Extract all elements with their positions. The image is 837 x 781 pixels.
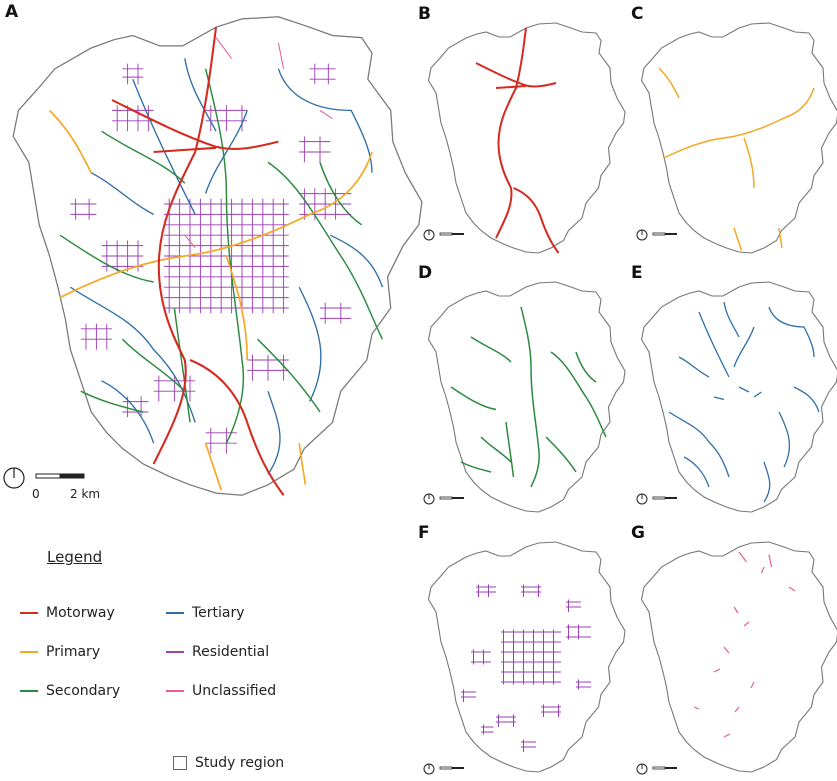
panel-a-north-arrow xyxy=(3,467,25,489)
panel-label-a: A xyxy=(5,2,19,22)
legend-swatch-residential xyxy=(166,651,184,653)
legend-label: Residential xyxy=(192,644,270,660)
unclassified-roads xyxy=(184,37,333,249)
panel-label-e: E xyxy=(631,263,643,283)
panel-d-north-arrow xyxy=(423,493,464,505)
panel-f-map xyxy=(427,541,626,773)
legend-item-tertiary: Tertiary xyxy=(166,605,245,621)
legend-item-primary: Primary xyxy=(20,644,100,660)
legend-swatch-secondary xyxy=(20,690,38,692)
motorway-roads xyxy=(111,27,285,496)
scale-distance-label: 2 km xyxy=(70,487,101,501)
legend-swatch-tertiary xyxy=(166,612,184,614)
panel-c-map xyxy=(640,22,837,254)
panel-g-map xyxy=(640,541,837,773)
legend-label: Unclassified xyxy=(192,683,277,699)
scale-zero-label: 0 xyxy=(32,487,40,501)
panel-d-map xyxy=(427,281,626,513)
legend-item-study-region: Study region xyxy=(173,755,284,771)
panel-g-north-arrow xyxy=(636,763,677,775)
legend-label: Tertiary xyxy=(192,605,245,621)
panel-e-north-arrow xyxy=(636,493,677,505)
legend-item-unclassified: Unclassified xyxy=(166,683,276,699)
panel-f-north-arrow xyxy=(423,763,464,775)
panel-label-c: C xyxy=(631,4,644,24)
legend-item-secondary: Secondary xyxy=(20,683,120,699)
legend-title: Legend xyxy=(47,548,103,566)
panel-a-scale-bar xyxy=(35,473,85,479)
panel-a-map xyxy=(12,16,423,496)
panel-e-map xyxy=(640,281,837,513)
legend-label: Primary xyxy=(46,644,101,660)
panel-b-map xyxy=(427,22,626,254)
legend-label: Motorway xyxy=(46,605,115,621)
primary-roads xyxy=(49,109,373,491)
panel-c-north-arrow xyxy=(636,229,677,241)
legend-swatch-unclassified xyxy=(166,690,184,692)
legend-item-motorway: Motorway xyxy=(20,605,115,621)
legend-swatch-study-region xyxy=(173,756,187,770)
panel-label-g: G xyxy=(631,523,645,543)
legend-swatch-primary xyxy=(20,651,38,653)
panel-b-north-arrow xyxy=(423,229,464,241)
legend-item-residential: Residential xyxy=(166,644,269,660)
legend-label: Secondary xyxy=(46,683,121,699)
panel-label-d: D xyxy=(418,263,433,283)
panel-label-b: B xyxy=(418,4,431,24)
legend-label: Study region xyxy=(195,755,285,771)
panel-label-f: F xyxy=(418,523,430,543)
legend-swatch-motorway xyxy=(20,612,38,614)
